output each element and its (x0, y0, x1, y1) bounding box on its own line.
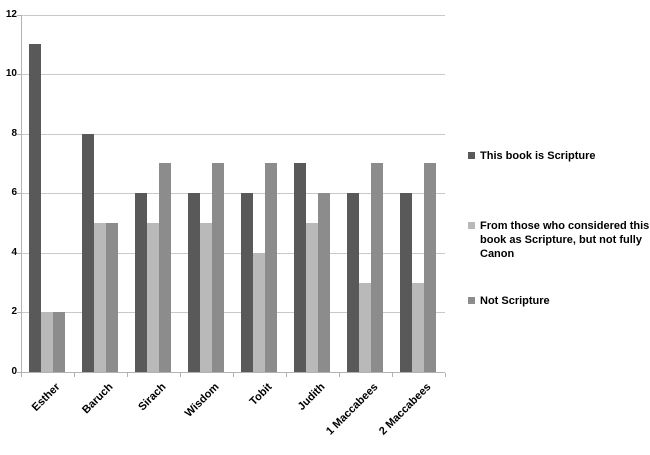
x-axis-tick (180, 373, 181, 377)
bar (94, 223, 106, 372)
legend-label-not-scripture: Not Scripture (480, 294, 550, 308)
x-axis-line (21, 372, 445, 373)
x-axis-tick (286, 373, 287, 377)
bar (82, 133, 94, 372)
legend-label-partial-canon: From those who considered this book as S… (480, 219, 649, 261)
legend-swatch-scripture (468, 152, 475, 159)
bar (400, 193, 412, 372)
x-axis-tick (21, 373, 22, 377)
bar (106, 223, 118, 372)
y-axis-tick (17, 312, 21, 314)
y-axis-tick (17, 193, 21, 195)
y-axis-tick (17, 372, 21, 373)
bar (265, 163, 277, 372)
y-axis-tick (17, 74, 21, 76)
y-axis-line (21, 14, 22, 373)
x-axis-tick (233, 373, 234, 377)
bar (135, 193, 147, 372)
bar (212, 163, 224, 372)
x-axis-tick (445, 373, 446, 377)
bar (371, 163, 383, 372)
bar (294, 163, 306, 372)
bar (359, 282, 371, 372)
legend-label-line: Not Scripture (480, 295, 550, 307)
bar (253, 252, 265, 372)
x-axis-tick (392, 373, 393, 377)
bar (200, 223, 212, 372)
legend-label-line: From those who considered this (480, 220, 650, 232)
legend-label-line: This book is Scripture (480, 150, 596, 162)
bar (306, 223, 318, 372)
bar (412, 282, 424, 372)
y-axis-tick (17, 133, 21, 135)
bar (318, 193, 330, 372)
bar (347, 193, 359, 372)
y-axis-tick (17, 252, 21, 254)
legend-swatch-not-scripture (468, 297, 475, 304)
legend-swatch-partial-canon (468, 222, 475, 229)
gridline (21, 14, 445, 16)
y-axis-tick-label: 8 (11, 127, 17, 139)
gridline (21, 312, 445, 314)
legend-item-not-scripture: Not Scripture (468, 294, 550, 308)
legend-label-line: Canon (480, 248, 515, 260)
y-axis-tick (17, 14, 21, 16)
bar (29, 44, 41, 372)
legend-label-line: book as Scripture, but not fully (480, 234, 642, 246)
gridline (21, 133, 445, 135)
bar (424, 163, 436, 372)
legend-item-scripture: This book is Scripture (468, 149, 596, 163)
y-axis-tick-label: 6 (11, 187, 17, 199)
y-axis-tick-label: 0 (11, 366, 17, 377)
gridline (21, 252, 445, 254)
gridline (21, 193, 445, 195)
gridline (21, 74, 445, 76)
bar (53, 312, 65, 372)
x-axis-tick (74, 373, 75, 377)
bar (41, 312, 53, 372)
y-axis-tick-label: 12 (5, 8, 17, 20)
y-axis-tick-label: 2 (11, 306, 17, 318)
x-axis-tick (127, 373, 128, 377)
bar (147, 223, 159, 372)
bar (159, 163, 171, 372)
x-axis-tick (339, 373, 340, 377)
bar (188, 193, 200, 372)
legend-label-scripture: This book is Scripture (480, 149, 596, 163)
y-axis-tick-label: 10 (5, 68, 17, 80)
bar (241, 193, 253, 372)
y-axis-tick-label: 4 (11, 246, 17, 258)
legend-item-partial-canon: From those who considered this book as S… (468, 219, 649, 261)
